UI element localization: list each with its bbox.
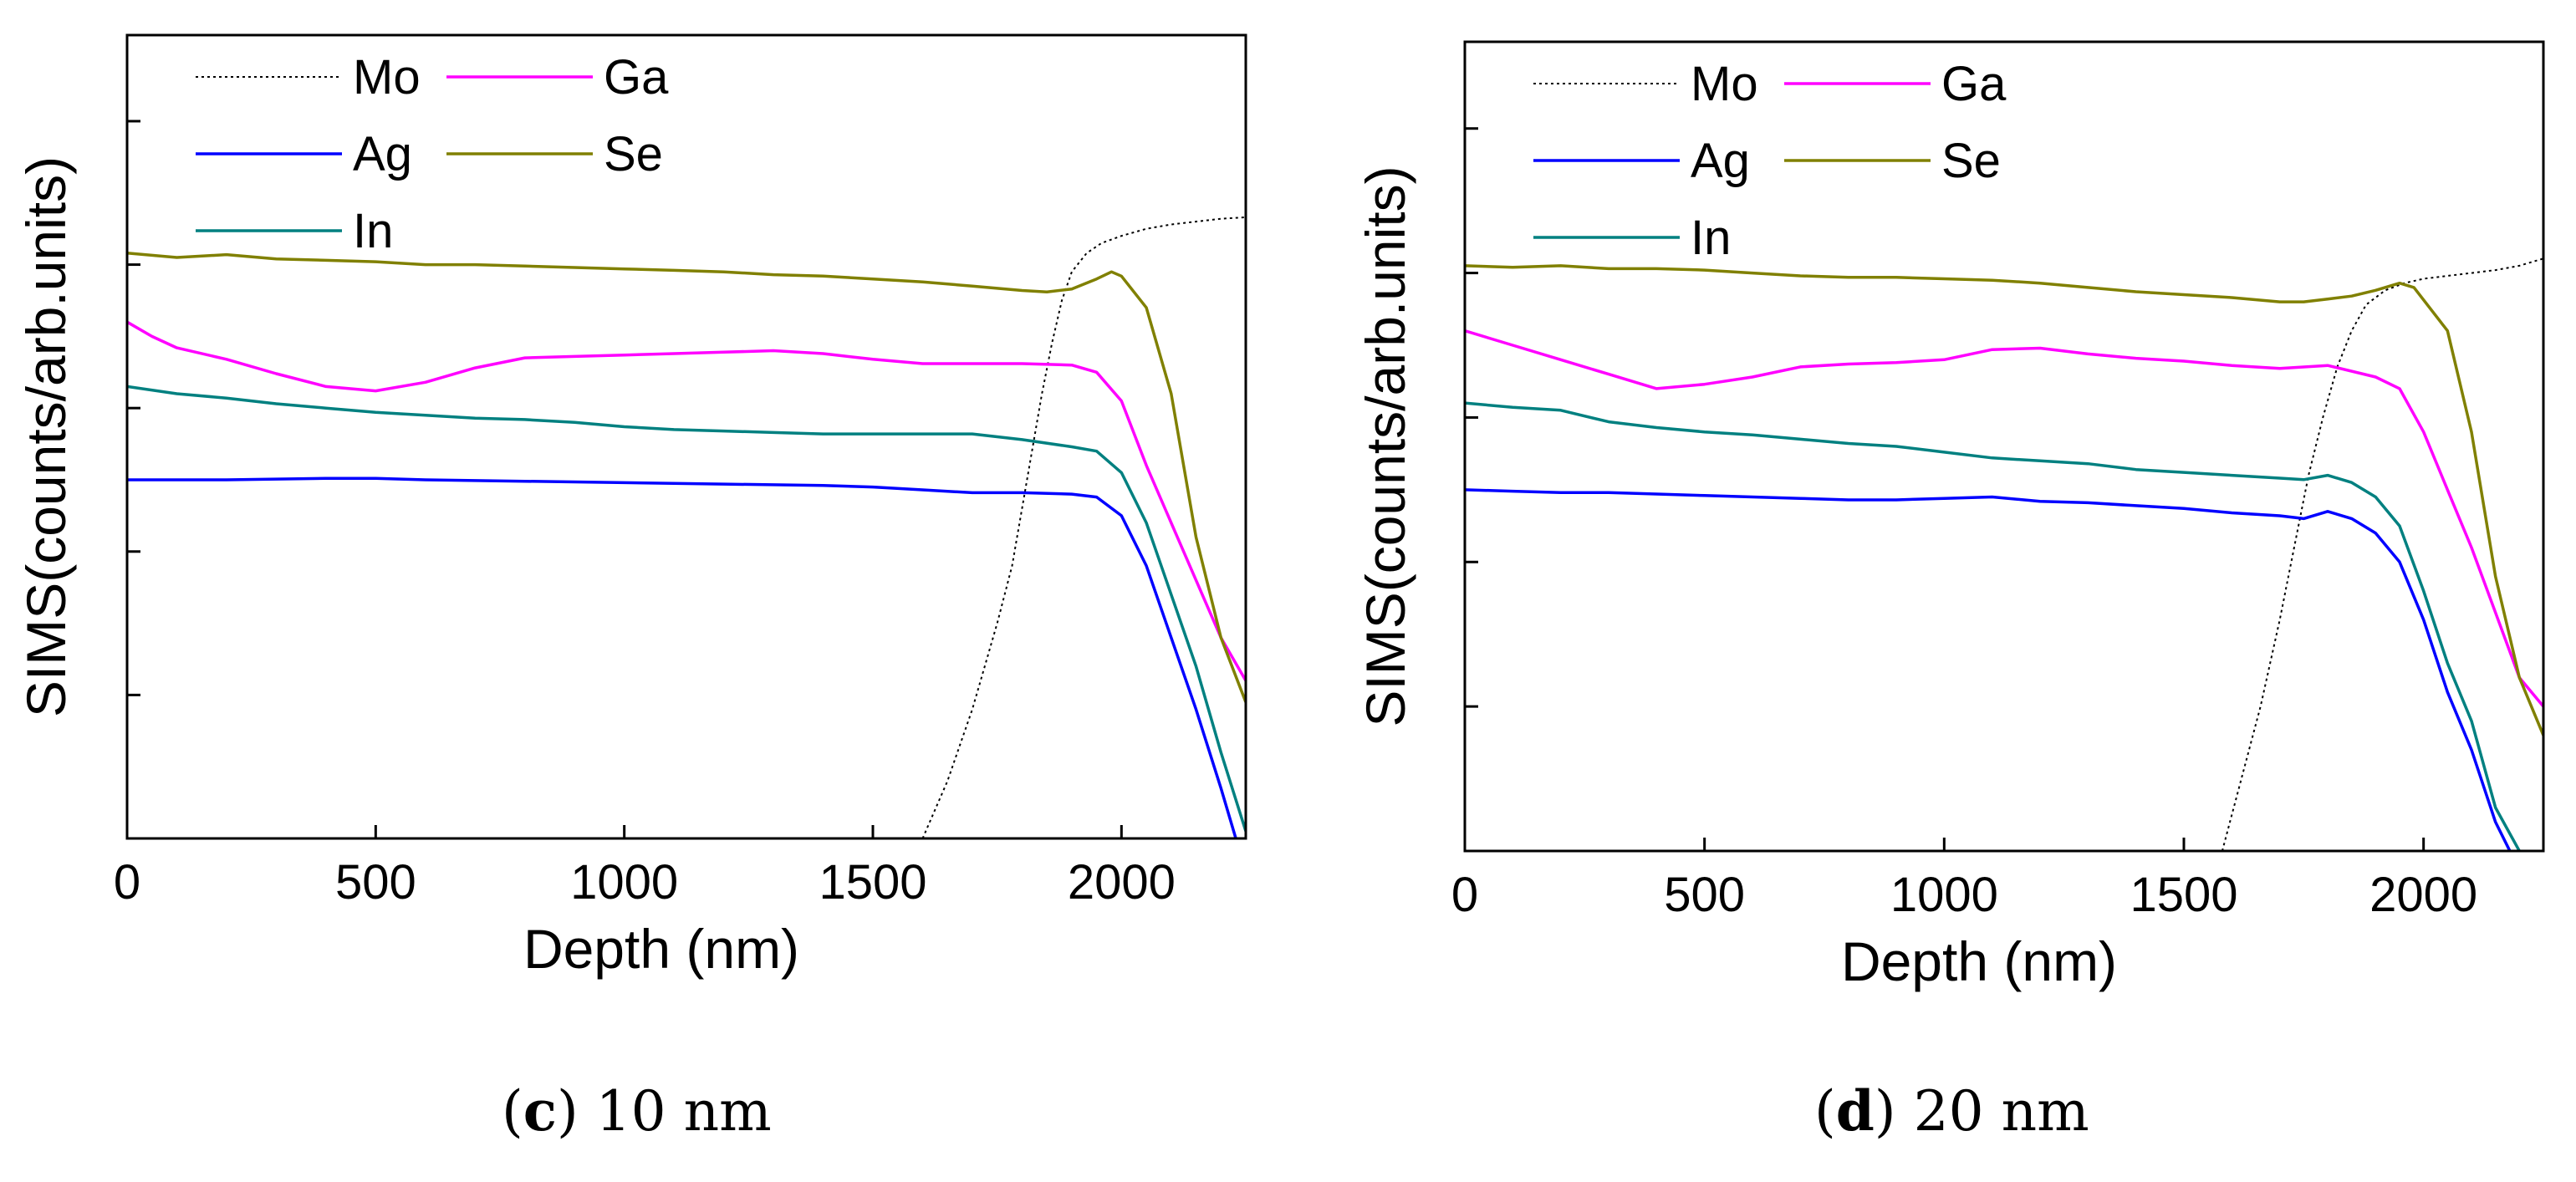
x-tick-label: 1000 [1890, 868, 1998, 922]
series-group [1465, 257, 2543, 851]
plot-frame [125, 33, 1247, 840]
series-line-se [1465, 264, 2543, 736]
x-tick-label: 0 [1451, 868, 1478, 922]
x-axis-title: Depth (nm) [1841, 930, 2117, 992]
legend-item-se: Se [1784, 134, 2001, 188]
series-line-ag [1465, 488, 2512, 851]
x-tick-label: 1500 [2130, 868, 2237, 922]
legend-label: Ga [604, 50, 669, 104]
x-tick-label: 500 [1664, 868, 1745, 922]
caption-text: 10 nm [595, 1079, 772, 1144]
legend-item-ga: Ga [1784, 57, 2007, 111]
series-line-ga [127, 320, 1246, 682]
legend-label: Se [604, 127, 663, 181]
legend-item-ag: Ag [196, 127, 412, 181]
legend-item-se: Se [446, 127, 663, 181]
caption-d: (d) 20 nm [1814, 1078, 2089, 1144]
series-line-in [1465, 401, 2521, 851]
series-line-ag [127, 476, 1237, 838]
legend-label: Ga [1941, 57, 2007, 111]
chart-panel-d: 0 500 1000 1500 2000 Depth (nm) SIMS(counts/ar… [1354, 40, 2545, 992]
series-line-mo [921, 216, 1246, 838]
x-tick-label: 1000 [570, 855, 678, 909]
legend-item-in: In [196, 204, 393, 258]
series-line-in [127, 385, 1246, 832]
y-axis-title: SIMS(counts/arb.units) [1354, 166, 1416, 726]
legend-label: Ag [1691, 134, 1750, 188]
legend: Mo Ga Se Ag In [1533, 57, 2007, 265]
x-tick-label: 1500 [819, 855, 926, 909]
legend: Mo Ga Se Ag In [196, 50, 669, 258]
legend-item-in: In [1533, 211, 1731, 265]
x-tick-label: 2000 [1068, 855, 1176, 909]
x-tick-label: 2000 [2369, 868, 2477, 922]
caption-text: 20 nm [1913, 1079, 2089, 1144]
legend-item-mo: Mo [196, 50, 421, 104]
x-tick-label: 500 [335, 855, 416, 909]
legend-item-ag: Ag [1533, 134, 1750, 188]
chart-panel-c: 0 500 1000 1500 2000 Depth (nm) SIMS(counts/ar… [15, 33, 1247, 980]
plot-frame [1463, 40, 2545, 853]
legend-label: Mo [1691, 57, 1758, 111]
legend-label: Ag [353, 127, 412, 181]
legend-label: In [1691, 211, 1731, 265]
legend-label: In [353, 204, 393, 258]
legend-item-ga: Ga [446, 50, 669, 104]
caption-letter: c [523, 1078, 557, 1144]
series-group [127, 216, 1246, 838]
legend-label: Mo [353, 50, 421, 104]
x-tick-label: 0 [114, 855, 140, 909]
legend-label: Se [1941, 134, 2001, 188]
caption-c: (c) 10 nm [502, 1078, 772, 1144]
x-axis-title: Depth (nm) [523, 918, 799, 980]
series-line-se [127, 252, 1246, 703]
legend-item-mo: Mo [1533, 57, 1758, 111]
series-line-ga [1465, 329, 2543, 708]
caption-letter: d [1835, 1078, 1875, 1144]
series-line-mo [2221, 257, 2543, 851]
y-axis-title: SIMS(counts/arb.units) [15, 156, 77, 717]
